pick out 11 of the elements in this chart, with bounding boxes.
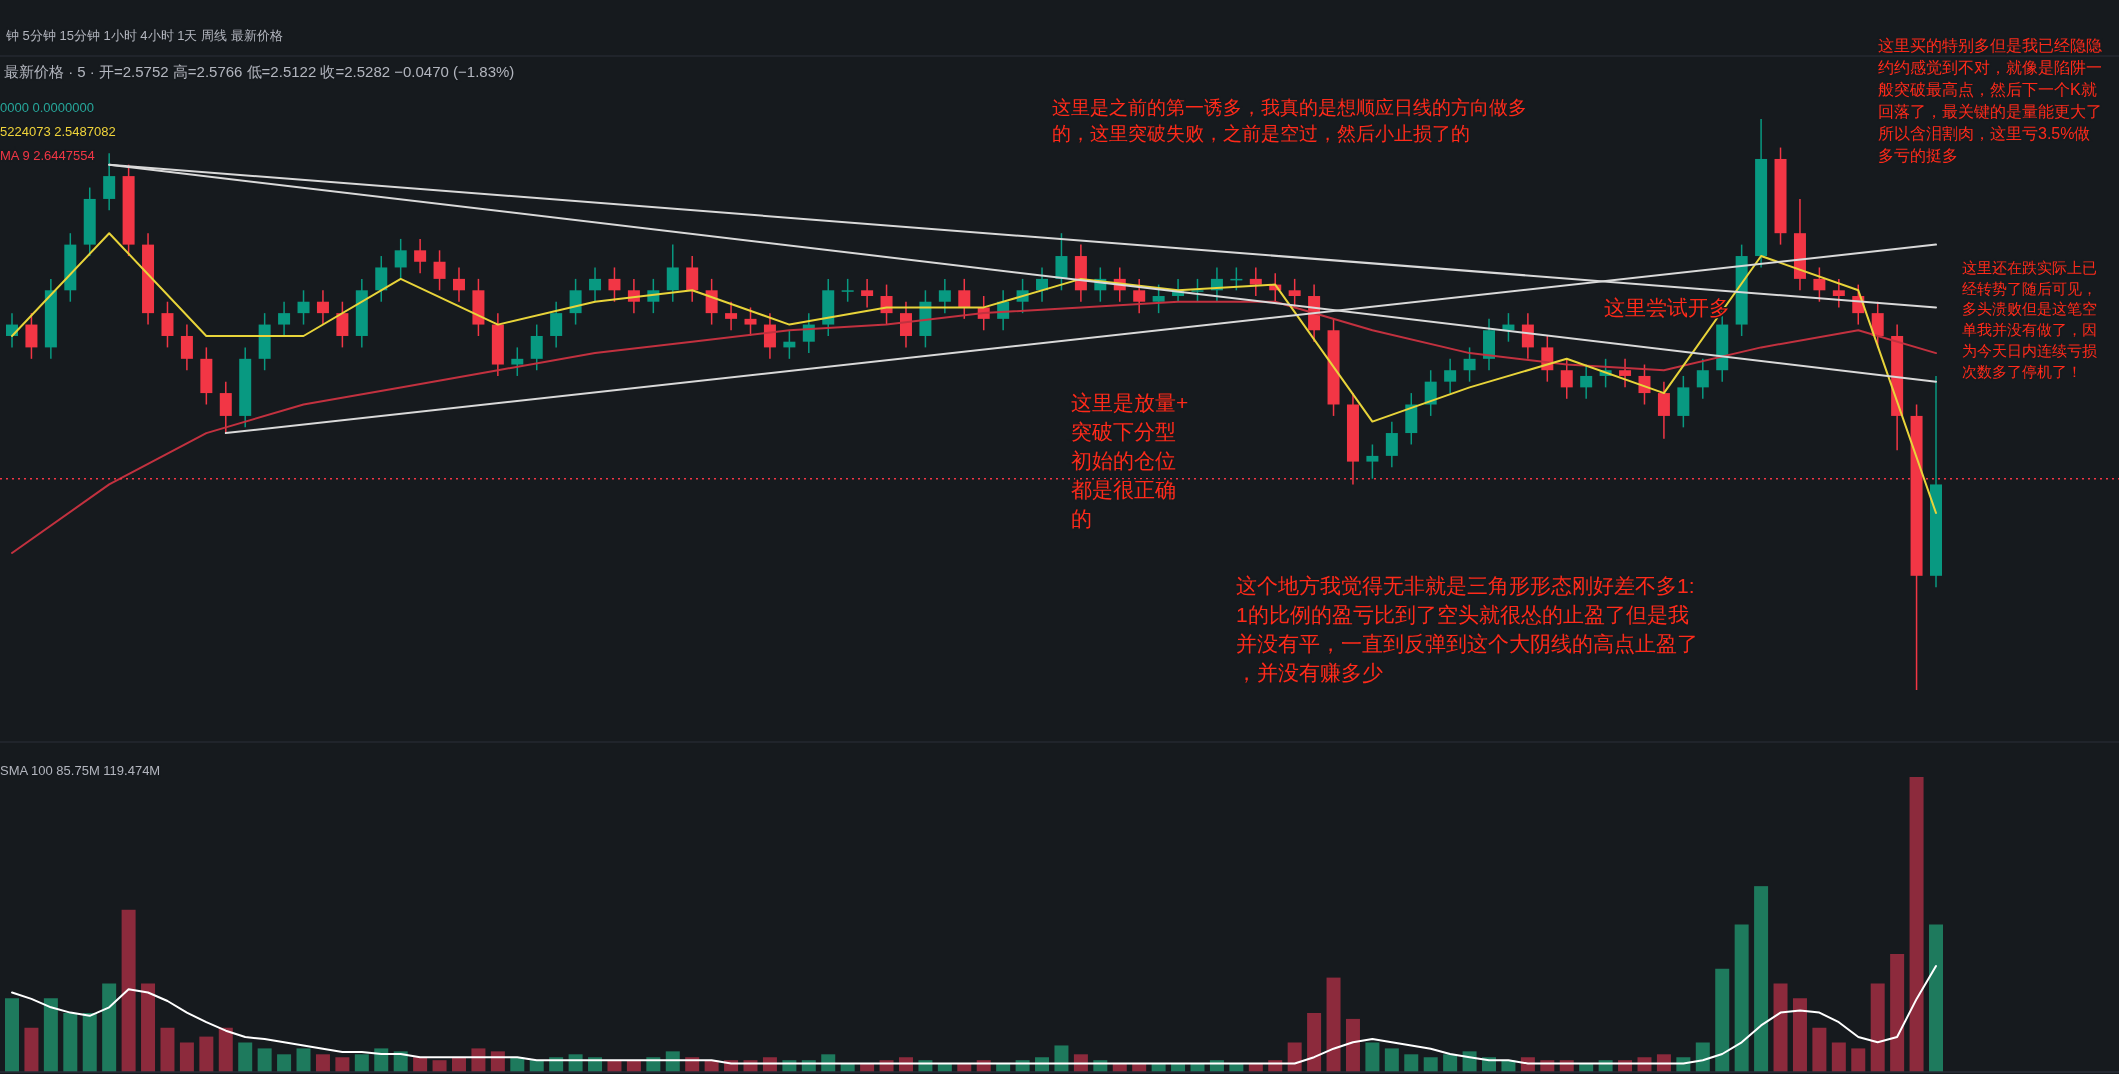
- annotation: 这里买的特别多但是我已经隐隐约约感觉到不对，就像是陷阱一般突破最高点，然后下一个K就回落了，最关键的是量能更大了所以含泪割肉，这里亏3.5%做多亏的挺多: [1878, 37, 2102, 165]
- text: 0000 0.0000000: [0, 99, 94, 115]
- annotation: 5224073 2.5487082: [0, 123, 116, 139]
- text: 这里还在跌实际上已经转势了随后可见，多头溃败但是这笔空单我并没有做了，因为今天日内连续亏损次数多了停机了！: [1962, 259, 2097, 380]
- annotation: SMA 100 85.75M 119.474M: [0, 762, 161, 778]
- text: 钟 5分钟 15分钟 1小时 4小时 1天 周线 最新价格: [5, 27, 283, 43]
- annotation: 这里是放量+突破下分型初始的仓位都是很正确的: [1071, 391, 1189, 531]
- chart-title: 最新价格 · 5 · 开=2.5752 高=2.5766 低=2.5122 收=2.5282 −0.0470 (−1.83%): [4, 63, 515, 81]
- annotation: MA 9 2.6447554: [0, 147, 95, 163]
- annotation: 这个地方我觉得无非就是三角形形态刚好差不多1:1的比例的盈亏比到了空头就很怂的止盈了但是我并没有平，一直到反弹到这个大阴线的高点止盈了，并没有赚多少: [1236, 574, 1698, 685]
- annotation: 这里是之前的第一诱多，我真的是想顺应日线的方向做多的，这里突破失败，之前是空过，然后小止损了的: [1052, 96, 1527, 144]
